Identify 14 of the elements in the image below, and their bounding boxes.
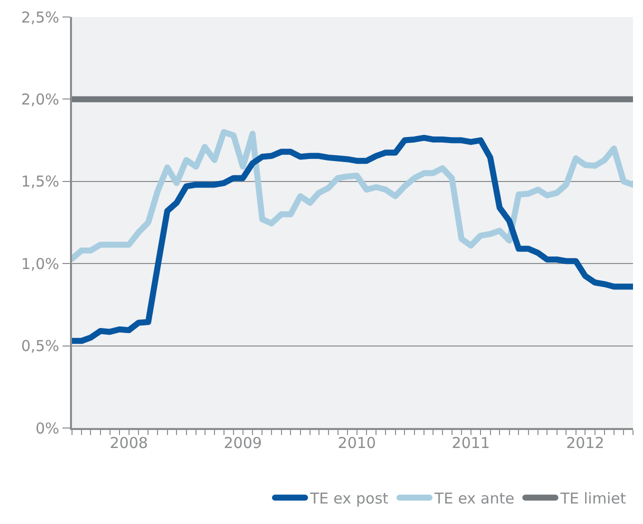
legend-label: TE ex ante xyxy=(434,490,514,508)
y-tick-label: 1,0% xyxy=(21,254,60,273)
legend-label: TE limiet xyxy=(559,490,626,508)
legend-label: TE ex post xyxy=(309,490,389,508)
y-tick-label: 2,5% xyxy=(21,8,60,26)
y-tick-label: 2,0% xyxy=(21,90,60,108)
x-tick-label: 2008 xyxy=(110,434,148,452)
y-tick-label: 1,5% xyxy=(21,172,60,191)
y-tick-label: 0,5% xyxy=(21,337,60,356)
x-tick-label: 2012 xyxy=(566,434,604,452)
y-tick-label: 0% xyxy=(35,419,60,438)
x-tick-label: 2011 xyxy=(452,434,490,452)
x-tick-label: 2009 xyxy=(224,434,262,452)
x-tick-label: 2010 xyxy=(338,434,376,452)
